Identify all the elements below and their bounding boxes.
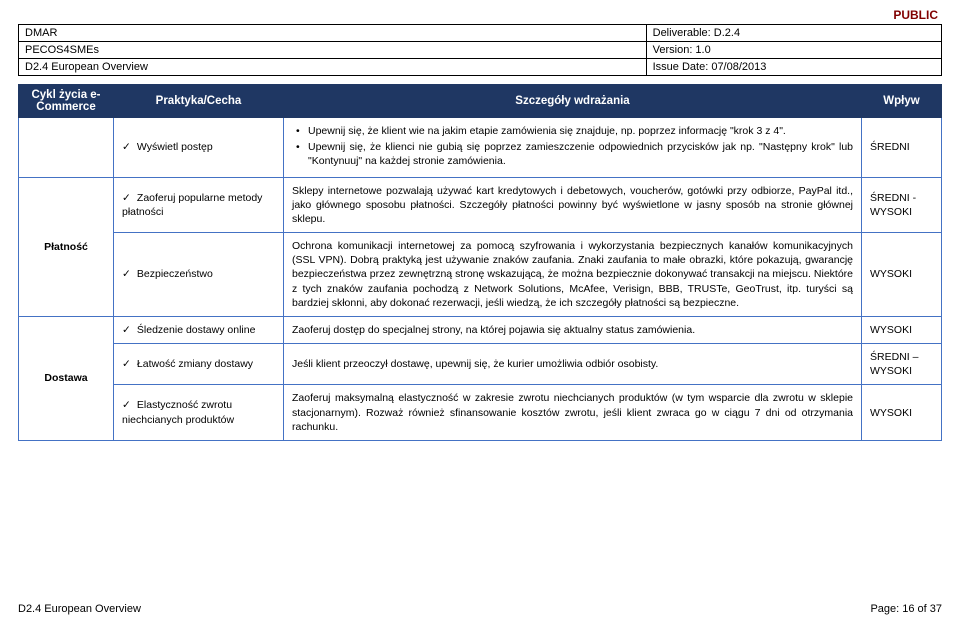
practice-text: Wyświetl postęp [137,141,213,153]
table-row: Płatność ✓ Zaoferuj popularne metody pła… [19,177,942,233]
page-footer: D2.4 European Overview Page: 16 of 37 [18,603,942,615]
details-cell: Zaoferuj dostęp do specjalnej strony, na… [284,316,862,343]
public-label: PUBLIC [18,8,942,22]
impact-cell: WYSOKI [862,385,942,441]
details-cell: Zaoferuj maksymalną elastyczność w zakre… [284,385,862,441]
practice-cell: ✓ Łatwość zmiany dostawy [114,344,284,385]
check-icon: ✓ [122,357,134,371]
detail-text: Jeśli klient przeoczył dostawę, upewnij … [292,357,853,371]
document-header-table: DMAR Deliverable: D.2.4 PECOS4SMEs Versi… [18,24,942,76]
cycle-cell: Dostawa [19,316,114,440]
check-icon: ✓ [122,191,134,205]
check-icon: ✓ [122,267,134,281]
footer-right: Page: 16 of 37 [870,603,942,615]
detail-text: Ochrona komunikacji internetowej za pomo… [292,239,853,310]
header-cell: Deliverable: D.2.4 [646,25,941,42]
practice-cell: ✓ Wyświetl postęp [114,118,284,178]
details-cell: Jeśli klient przeoczył dostawę, upewnij … [284,344,862,385]
col-header-details: Szczegóły wdrażania [284,85,862,118]
detail-text: Sklepy internetowe pozwalają używać kart… [292,184,853,227]
details-cell: Sklepy internetowe pozwalają używać kart… [284,177,862,233]
practice-cell: ✓ Bezpieczeństwo [114,233,284,317]
header-cell: Issue Date: 07/08/2013 [646,59,941,76]
cycle-cell: Płatność [19,177,114,316]
detail-bullet: Upewnij się, że klient wie na jakim etap… [292,124,853,138]
practice-text: Elastyczność zwrotu niechcianych produkt… [122,399,234,425]
detail-text: Zaoferuj maksymalną elastyczność w zakre… [292,391,853,434]
details-cell: Ochrona komunikacji internetowej za pomo… [284,233,862,317]
header-cell: D2.4 European Overview [19,59,647,76]
table-row: ✓ Elastyczność zwrotu niechcianych produ… [19,385,942,441]
practice-text: Łatwość zmiany dostawy [137,358,253,370]
table-row: ✓ Wyświetl postęp Upewnij się, że klient… [19,118,942,178]
practice-text: Bezpieczeństwo [137,268,213,280]
col-header-practice: Praktyka/Cecha [114,85,284,118]
impact-cell: ŚREDNI [862,118,942,178]
impact-cell: WYSOKI [862,233,942,317]
practice-text: Zaoferuj popularne metody płatności [122,192,262,218]
table-row: ✓ Łatwość zmiany dostawy Jeśli klient pr… [19,344,942,385]
check-icon: ✓ [122,140,134,154]
col-header-impact: Wpływ [862,85,942,118]
practice-text: Śledzenie dostawy online [137,324,256,336]
practice-cell: ✓ Zaoferuj popularne metody płatności [114,177,284,233]
detail-text: Zaoferuj dostęp do specjalnej strony, na… [292,323,853,337]
detail-bullet: Upewnij się, że klienci nie gubią się po… [292,140,853,168]
cycle-cell [19,118,114,178]
impact-cell: WYSOKI [862,316,942,343]
table-header-row: Cykl życia e-Commerce Praktyka/Cecha Szc… [19,85,942,118]
table-row: Dostawa ✓ Śledzenie dostawy online Zaofe… [19,316,942,343]
header-cell: PECOS4SMEs [19,42,647,59]
header-cell: DMAR [19,25,647,42]
impact-cell: ŚREDNI - WYSOKI [862,177,942,233]
practice-cell: ✓ Elastyczność zwrotu niechcianych produ… [114,385,284,441]
table-row: ✓ Bezpieczeństwo Ochrona komunikacji int… [19,233,942,317]
impact-cell: ŚREDNI – WYSOKI [862,344,942,385]
details-cell: Upewnij się, że klient wie na jakim etap… [284,118,862,178]
check-icon: ✓ [122,323,134,337]
main-content-table: Cykl życia e-Commerce Praktyka/Cecha Szc… [18,84,942,441]
check-icon: ✓ [122,398,134,412]
col-header-cycle: Cykl życia e-Commerce [19,85,114,118]
header-cell: Version: 1.0 [646,42,941,59]
footer-left: D2.4 European Overview [18,603,141,615]
practice-cell: ✓ Śledzenie dostawy online [114,316,284,343]
